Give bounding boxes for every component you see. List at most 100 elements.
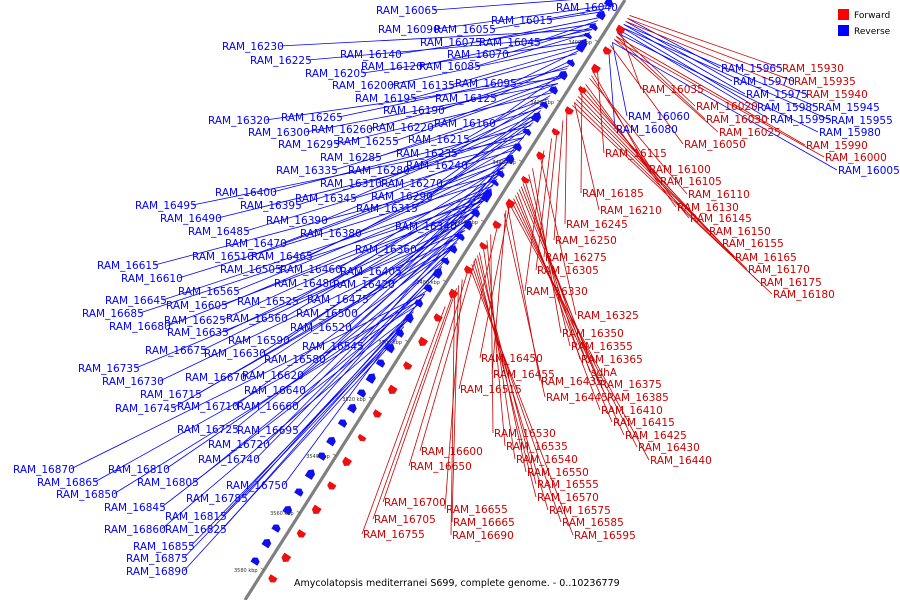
gene-label[interactable]: RAM_16695 [237, 425, 299, 437]
gene-label[interactable]: RAM_16475 [307, 294, 369, 306]
gene-label[interactable]: RAM_16290 [371, 191, 433, 203]
gene-label[interactable]: RAM_16500 [296, 308, 358, 320]
gene-label[interactable]: RAM_16635 [167, 327, 229, 339]
gene-label[interactable]: RAM_16190 [383, 105, 445, 117]
gene-label[interactable]: RAM_16060 [628, 111, 690, 123]
gene-label[interactable]: RAM_16630 [204, 348, 266, 360]
gene-label[interactable]: RAM_16365 [581, 354, 643, 366]
gene-label[interactable]: RAM_16305 [537, 265, 599, 277]
gene-label[interactable]: RAM_16085 [419, 61, 481, 73]
gene-label[interactable]: RAM_16195 [355, 93, 417, 105]
gene-label[interactable]: RAM_16545 [302, 341, 364, 353]
gene-label[interactable]: RAM_16090 [378, 24, 440, 36]
gene-label[interactable]: RAM_16580 [264, 354, 326, 366]
gene-label[interactable]: RAM_16385 [607, 392, 669, 404]
gene-label[interactable]: RAM_16155 [722, 238, 784, 250]
gene-label[interactable]: RAM_16860 [104, 524, 166, 536]
gene-label[interactable]: RAM_16810 [108, 464, 170, 476]
gene-label[interactable]: RAM_16255 [337, 136, 399, 148]
gene-label[interactable]: RAM_16685 [82, 308, 144, 320]
gene-label[interactable]: RAM_16560 [226, 313, 288, 325]
gene-label[interactable]: RAM_16300 [248, 127, 310, 139]
gene-label[interactable]: RAM_16330 [526, 286, 588, 298]
gene-label[interactable]: RAM_16105 [660, 176, 722, 188]
gene-label[interactable]: RAM_16720 [208, 439, 270, 451]
gene-label[interactable]: RAM_16420 [333, 279, 395, 291]
gene-label[interactable]: RAM_16360 [355, 244, 417, 256]
gene-label[interactable]: RAM_16215 [408, 134, 470, 146]
gene-label[interactable]: RAM_16000 [825, 152, 887, 164]
gene-label[interactable]: RAM_16740 [198, 454, 260, 466]
gene-label[interactable]: RAM_16035 [642, 84, 704, 96]
gene-label[interactable]: RAM_16160 [434, 118, 496, 130]
gene-label[interactable]: RAM_16355 [571, 341, 633, 353]
gene-label[interactable]: RAM_16615 [97, 260, 159, 272]
gene-label[interactable]: RAM_16335 [276, 165, 338, 177]
gene-label[interactable]: RAM_16390 [266, 215, 328, 227]
gene-label[interactable]: RAM_16350 [562, 328, 624, 340]
gene-label[interactable]: RAM_16575 [549, 505, 611, 517]
gene-label[interactable]: RAM_16870 [13, 464, 75, 476]
gene-label[interactable]: RAM_16570 [537, 492, 599, 504]
gene-label[interactable]: RAM_16145 [690, 213, 752, 225]
gene-label[interactable]: RAM_16605 [166, 300, 228, 312]
gene-label[interactable]: RAM_16310 [320, 178, 382, 190]
gene-label[interactable]: RAM_16590 [228, 335, 290, 347]
gene-label[interactable]: RAM_16025 [719, 127, 781, 139]
gene-label[interactable]: RAM_16265 [281, 112, 343, 124]
gene-label[interactable]: RAM_16270 [381, 178, 443, 190]
gene-label[interactable]: RAM_15985 [757, 102, 819, 114]
gene-label[interactable]: RAM_16670 [185, 372, 247, 384]
gene-label[interactable]: RAM_15945 [818, 102, 880, 114]
gene-label[interactable]: RAM_16555 [537, 479, 599, 491]
gene-label[interactable]: RAM_16690 [452, 530, 514, 542]
gene-label[interactable]: RAM_16295 [278, 139, 340, 151]
gene-label[interactable]: RAM_16115 [605, 148, 667, 160]
gene-label[interactable]: RAM_16725 [177, 424, 239, 436]
gene-label[interactable]: RAM_16530 [494, 428, 556, 440]
gene-label[interactable]: RAM_16130 [677, 202, 739, 214]
gene-label[interactable]: RAM_16610 [121, 273, 183, 285]
gene-label[interactable]: RAM_16020 [696, 101, 758, 113]
gene-label[interactable]: RAM_16755 [363, 529, 425, 541]
gene-label[interactable]: RAM_16600 [421, 446, 483, 458]
gene-label[interactable]: RAM_16430 [638, 442, 700, 454]
gene-label[interactable]: RAM_16460 [280, 264, 342, 276]
gene-label[interactable]: RAM_15980 [819, 127, 881, 139]
gene-label[interactable]: RAM_16210 [600, 205, 662, 217]
gene-label[interactable]: RAM_16640 [244, 385, 306, 397]
gene-label[interactable]: RAM_16565 [178, 286, 240, 298]
gene-label[interactable]: RAM_16705 [374, 514, 436, 526]
gene-label[interactable]: RAM_16415 [613, 417, 675, 429]
gene-label[interactable]: RAM_16815 [165, 511, 227, 523]
gene-label[interactable]: RAM_16320 [208, 115, 270, 127]
gene-label[interactable]: sdhA [591, 367, 618, 379]
gene-label[interactable]: RAM_16245 [566, 219, 628, 231]
gene-label[interactable]: RAM_16665 [453, 517, 515, 529]
gene-label[interactable]: RAM_15995 [770, 114, 832, 126]
gene-label[interactable]: RAM_16140 [340, 49, 402, 61]
gene-label[interactable]: RAM_16380 [300, 228, 362, 240]
gene-label[interactable]: RAM_15955 [831, 115, 893, 127]
gene-label[interactable]: RAM_16825 [165, 524, 227, 536]
gene-label[interactable]: RAM_16675 [145, 345, 207, 357]
gene-label[interactable]: RAM_16185 [582, 188, 644, 200]
gene-label[interactable]: RAM_15970 [733, 76, 795, 88]
gene-label[interactable]: RAM_16075 [420, 37, 482, 49]
gene-label[interactable]: RAM_16455 [493, 369, 555, 381]
gene-label[interactable]: RAM_15930 [782, 63, 844, 75]
gene-label[interactable]: RAM_16325 [577, 310, 639, 322]
gene-label[interactable]: RAM_16445 [546, 392, 608, 404]
gene-label[interactable]: RAM_16855 [133, 541, 195, 553]
gene-label[interactable]: RAM_16205 [305, 68, 367, 80]
gene-label[interactable]: RAM_16710 [177, 401, 239, 413]
gene-label[interactable]: RAM_16865 [37, 477, 99, 489]
gene-label[interactable]: RAM_16345 [295, 193, 357, 205]
gene-label[interactable]: RAM_16700 [384, 497, 446, 509]
gene-label[interactable]: RAM_15975 [746, 89, 808, 101]
gene-label[interactable]: RAM_16100 [649, 164, 711, 176]
gene-label[interactable]: RAM_16505 [220, 264, 282, 276]
gene-label[interactable]: RAM_16230 [222, 41, 284, 53]
gene-label[interactable]: RAM_16490 [160, 213, 222, 225]
gene-label[interactable]: RAM_16050 [684, 139, 746, 151]
